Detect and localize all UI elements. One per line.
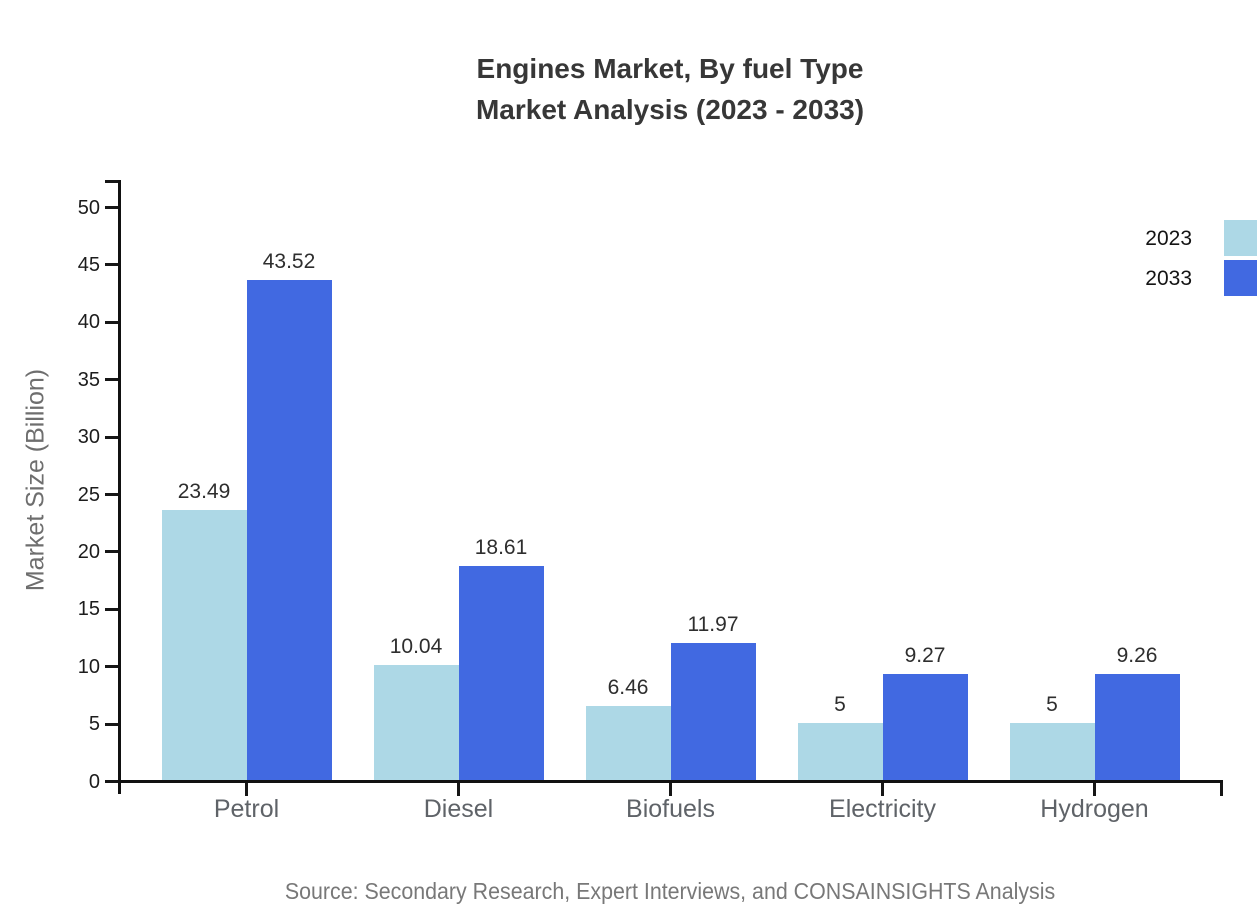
legend-swatch-2023 [1224, 220, 1257, 256]
bar-hydrogen-2023 [1009, 722, 1095, 780]
y-tick-label-0: 0 [88, 770, 100, 793]
y-tick-20 [105, 550, 118, 554]
y-tick-5 [105, 722, 118, 726]
y-tick-label-15: 15 [77, 598, 100, 621]
x-tick-electricity [881, 783, 884, 796]
y-tick-label-5: 5 [88, 713, 100, 736]
y-tick-label-10: 10 [77, 655, 100, 678]
x-axis-line [105, 780, 1223, 783]
y-tick-50 [105, 206, 118, 209]
y-tick-40 [105, 320, 118, 324]
category-label-biofuels: Biofuels [626, 795, 715, 823]
bar-diesel-2023 [373, 664, 459, 780]
bar-diesel-2033 [458, 566, 544, 780]
legend-swatch-2033 [1224, 260, 1257, 296]
y-tick-label-30: 30 [77, 426, 100, 449]
value-label-diesel-2023: 10.04 [389, 634, 443, 658]
category-label-electricity: Electricity [829, 795, 936, 823]
source-attribution: Source: Secondary Research, Expert Inter… [284, 878, 1056, 904]
value-label-biofuels-2033: 11.97 [687, 612, 739, 636]
value-label-hydrogen-2023: 5 [1046, 692, 1058, 716]
y-tick-10 [105, 665, 118, 669]
y-tick-25 [105, 493, 118, 496]
y-tick-label-35: 35 [77, 368, 100, 391]
y-tick-label-40: 40 [77, 311, 100, 334]
value-label-hydrogen-2033: 9.26 [1116, 643, 1158, 667]
y-tick-label-45: 45 [77, 253, 100, 276]
value-label-petrol-2023: 23.49 [177, 480, 231, 504]
chart-title-line-1: Engines Market, By fuel Type [476, 53, 864, 84]
y-tick-30 [105, 435, 118, 439]
y-tick-label-20: 20 [77, 540, 100, 563]
y-tick-45 [105, 263, 118, 267]
bar-petrol-2023 [161, 510, 247, 780]
value-label-biofuels-2023: 6.46 [607, 675, 649, 699]
value-label-electricity-2033: 9.27 [904, 643, 946, 667]
value-label-petrol-2033: 43.52 [262, 250, 316, 274]
x-axis-end-tick [1220, 783, 1223, 796]
bar-electricity-2033 [882, 673, 968, 780]
chart-title-line-2: Market Analysis (2023 - 2033) [475, 94, 865, 125]
y-tick-0 [105, 780, 118, 783]
bar-hydrogen-2033 [1094, 673, 1180, 780]
x-tick-diesel [457, 783, 460, 796]
bar-biofuels-2033 [670, 642, 756, 780]
x-tick-hydrogen [1093, 783, 1096, 796]
x-tick-biofuels [669, 783, 672, 796]
value-label-electricity-2023: 5 [834, 692, 846, 716]
chart-title: Engines Market, By fuel Type Market Anal… [80, 48, 1260, 130]
x-tick-petrol [245, 783, 248, 796]
value-label-diesel-2033: 18.61 [474, 536, 528, 560]
category-label-petrol: Petrol [213, 795, 280, 823]
category-label-diesel: Diesel [423, 795, 494, 823]
bar-petrol-2033 [246, 280, 332, 780]
y-tick-15 [105, 607, 118, 611]
category-label-hydrogen: Hydrogen [1040, 795, 1149, 823]
bar-electricity-2023 [797, 722, 883, 780]
bar-biofuels-2023 [585, 705, 671, 780]
legend-label-2033: 2033 [1145, 267, 1192, 290]
y-axis-end-tick [105, 180, 118, 183]
y-tick-label-50: 50 [77, 196, 100, 219]
legend-label-2023: 2023 [1145, 227, 1192, 250]
y-tick-35 [105, 378, 118, 382]
y-axis-line [118, 180, 121, 794]
y-tick-label-25: 25 [77, 483, 100, 506]
